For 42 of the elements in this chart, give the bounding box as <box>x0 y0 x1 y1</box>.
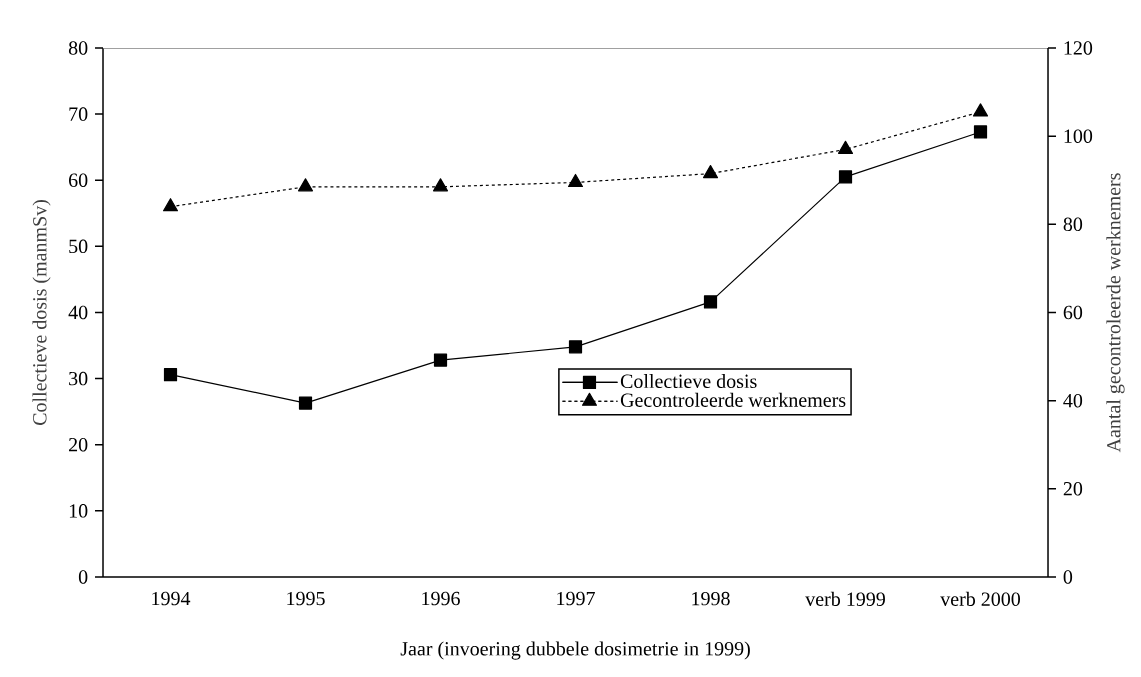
y2-tick-label: 100 <box>1064 129 1093 143</box>
y-tick-label: 50 <box>69 239 88 254</box>
y-tick-label: 10 <box>69 504 88 518</box>
y2-tick-label: 0 <box>1063 570 1073 584</box>
x-tick-label: 1997 <box>557 591 595 606</box>
legend-label: Gecontroleerde werknemers <box>620 392 846 407</box>
y-tick-label: 20 <box>69 437 88 452</box>
point <box>973 125 988 139</box>
point <box>297 178 314 192</box>
point <box>972 103 989 117</box>
point <box>432 178 449 192</box>
point <box>567 173 584 188</box>
x-tick-label: 1996 <box>422 591 460 606</box>
x-tick-label: verb 1999 <box>805 591 885 606</box>
point <box>162 198 179 212</box>
point <box>838 170 853 184</box>
point <box>298 396 313 410</box>
point <box>163 368 178 382</box>
x-tick-label: 1998 <box>692 591 730 606</box>
x-tick-label: 1994 <box>152 591 191 606</box>
y-tick-label: 80 <box>68 41 88 55</box>
y2-axis-title: Aantal gecontroleerde werknemers <box>1106 173 1125 453</box>
y-tick-label: 60 <box>69 173 88 187</box>
point <box>703 295 718 309</box>
point <box>837 140 854 154</box>
point <box>568 340 583 354</box>
y2-tick-label: 120 <box>1064 41 1093 55</box>
x-tick-label: verb 2000 <box>940 591 1021 606</box>
y2-tick-label: 80 <box>1063 217 1083 232</box>
y-tick-label: 0 <box>78 570 88 584</box>
point <box>702 165 719 179</box>
y-tick-label: 40 <box>68 305 88 320</box>
y2-tick-label: 60 <box>1063 305 1083 320</box>
legend-label: Collectieve dosis <box>620 373 757 389</box>
y-axis-title: Collectieve dosis (manmSv) <box>32 200 51 425</box>
point <box>433 353 448 367</box>
y-tick-label: 70 <box>69 107 88 121</box>
y2-tick-label: 40 <box>1063 393 1083 408</box>
x-axis-title: Jaar (invoering dubbele dosimetrie in 1999) <box>400 641 750 660</box>
y-tick-label: 30 <box>69 371 88 386</box>
y2-tick-label: 20 <box>1063 482 1083 496</box>
x-tick-label: 1995 <box>287 591 325 606</box>
